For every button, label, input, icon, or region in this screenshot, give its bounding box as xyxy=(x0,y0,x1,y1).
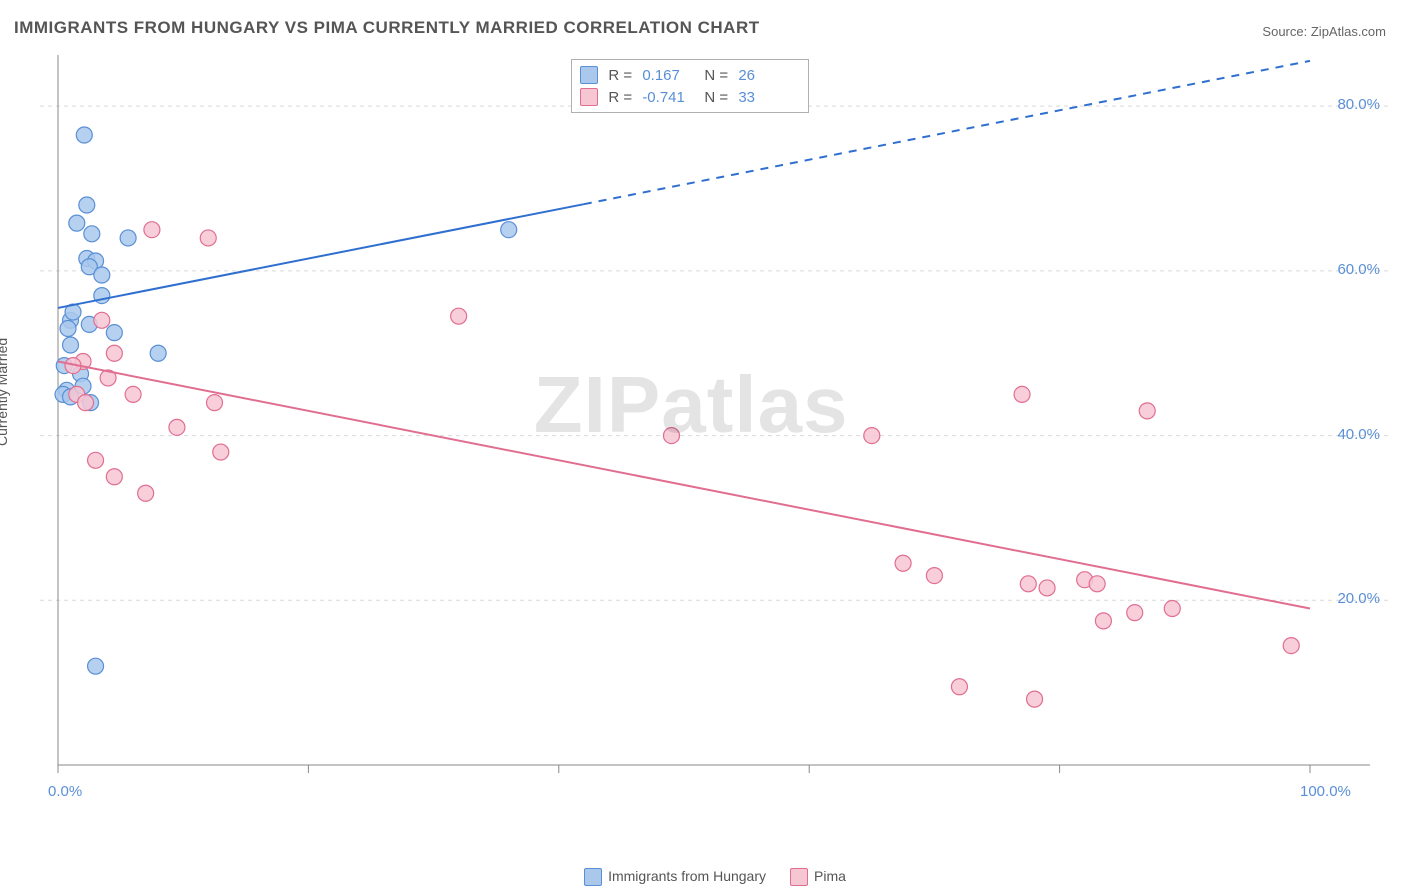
legend-swatch-icon xyxy=(790,868,808,886)
source-link[interactable]: ZipAtlas.com xyxy=(1311,24,1386,39)
source-label: Source: xyxy=(1262,24,1307,39)
stat-n-value: 26 xyxy=(738,67,800,84)
chart-plot-area: ZIPatlas R =0.167N =26R =-0.741N =33 20.… xyxy=(40,55,1390,815)
stat-r-label: R = xyxy=(608,89,642,106)
series-legend: Immigrants from Hungary Pima xyxy=(0,868,1406,886)
stat-n-label: N = xyxy=(704,89,738,106)
stat-r-value: 0.167 xyxy=(642,67,704,84)
legend-swatch-icon xyxy=(584,868,602,886)
stat-legend-row: R =0.167N =26 xyxy=(580,64,800,86)
x-tick-label: 0.0% xyxy=(48,783,82,800)
stat-n-label: N = xyxy=(704,67,738,84)
legend-swatch-icon xyxy=(580,88,598,106)
chart-title: IMMIGRANTS FROM HUNGARY VS PIMA CURRENTL… xyxy=(14,18,760,38)
stat-r-label: R = xyxy=(608,67,642,84)
legend-series-label: Immigrants from Hungary xyxy=(608,868,766,884)
y-tick-label: 80.0% xyxy=(1337,96,1380,113)
legend-swatch-icon xyxy=(580,66,598,84)
y-axis-label: Currently Married xyxy=(0,338,10,446)
stat-legend-row: R =-0.741N =33 xyxy=(580,86,800,108)
correlation-stats-legend: R =0.167N =26R =-0.741N =33 xyxy=(571,59,809,113)
stat-n-value: 33 xyxy=(738,89,800,106)
chart-svg xyxy=(40,55,1390,815)
y-tick-label: 60.0% xyxy=(1337,261,1380,278)
legend-series-label: Pima xyxy=(814,868,846,884)
source-attribution: Source: ZipAtlas.com xyxy=(1262,24,1386,39)
y-tick-label: 40.0% xyxy=(1337,426,1380,443)
x-tick-label: 100.0% xyxy=(1300,783,1351,800)
y-tick-label: 20.0% xyxy=(1337,590,1380,607)
stat-r-value: -0.741 xyxy=(642,89,704,106)
